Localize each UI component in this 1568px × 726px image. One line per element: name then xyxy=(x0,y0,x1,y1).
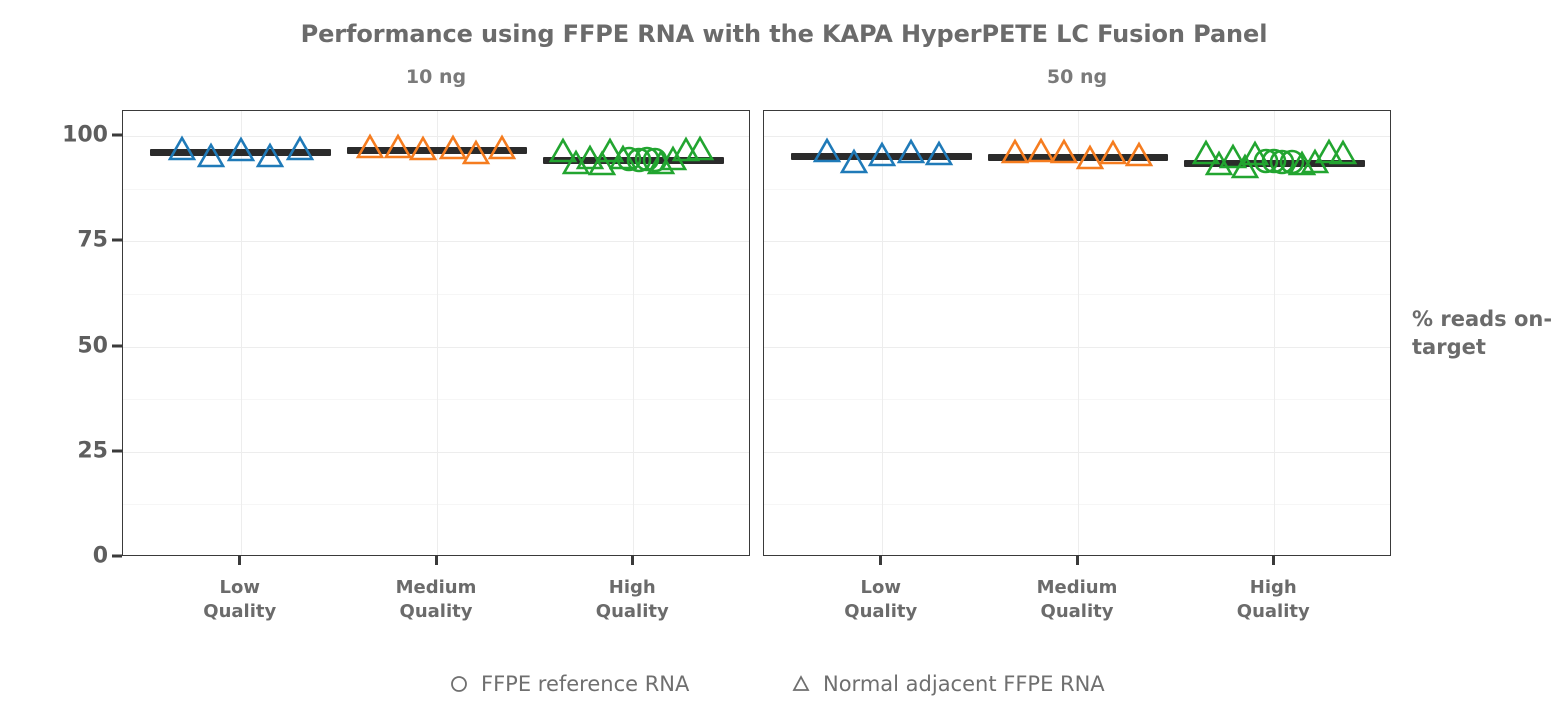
y-tick-label: 100 xyxy=(62,122,108,148)
x-tick-label-line: High xyxy=(608,577,656,598)
group-mean-crossbar xyxy=(150,148,332,156)
gridline-major xyxy=(764,241,1390,243)
x-tick-label-line: Quality xyxy=(1040,601,1114,623)
x-tick-label: Medium Quality xyxy=(997,576,1157,625)
plot-panel-50ng xyxy=(763,110,1391,556)
x-tick-label-line: Quality xyxy=(844,601,918,623)
x-tick-label-line: Medium xyxy=(1036,577,1118,598)
y-tick-mark xyxy=(112,449,122,453)
x-tick-label-line: Medium xyxy=(395,577,477,598)
group-mean-crossbar xyxy=(1183,159,1365,167)
x-tick-label: Low Quality xyxy=(160,576,320,625)
data-point-triangle xyxy=(999,136,1031,168)
gridline-major xyxy=(764,451,1390,453)
circle-icon xyxy=(448,673,470,695)
x-tick-mark xyxy=(434,556,438,565)
y-tick-mark xyxy=(112,554,122,558)
data-point-triangle xyxy=(838,146,870,178)
x-tick-mark xyxy=(238,556,242,565)
x-tick-label-line: Quality xyxy=(399,601,473,623)
y-tick-label: 25 xyxy=(77,438,108,464)
x-tick-mark xyxy=(1271,556,1275,565)
legend-label: Normal adjacent FFPE RNA xyxy=(823,672,1105,696)
y-tick-mark xyxy=(112,133,122,137)
data-point-triangle xyxy=(195,140,227,172)
data-point-triangle xyxy=(811,135,843,167)
group-mean-crossbar xyxy=(542,156,724,164)
legend-item[interactable]: FFPE reference RNA xyxy=(448,672,689,696)
y-tick-label: 75 xyxy=(77,227,108,253)
gridline-major xyxy=(123,241,749,243)
gridline-vertical xyxy=(633,111,635,555)
gridline-minor xyxy=(123,504,749,506)
y-tick-mark xyxy=(112,344,122,348)
chart-legend: FFPE reference RNA Normal adjacent FFPE R… xyxy=(0,672,1568,712)
x-tick-label: Medium Quality xyxy=(356,576,516,625)
gridline-vertical xyxy=(1078,111,1079,555)
y-tick-label: 50 xyxy=(77,333,108,359)
gridline-minor xyxy=(123,188,749,190)
x-tick-label: High Quality xyxy=(552,576,712,625)
gridline-minor xyxy=(123,294,749,296)
gridline-minor xyxy=(764,504,1390,506)
chart-title: Performance using FFPE RNA with the KAPA… xyxy=(300,20,1268,48)
x-tick-mark xyxy=(1075,556,1079,565)
legend-label: FFPE reference RNA xyxy=(481,672,690,696)
gridline-vertical xyxy=(240,111,242,555)
data-point-triangle xyxy=(1097,137,1129,169)
gridline-major xyxy=(764,346,1390,348)
y-axis-title: % reads on-target xyxy=(1412,307,1553,360)
x-tick-mark xyxy=(630,556,634,565)
x-tick-label-line: High xyxy=(1249,577,1297,598)
group-mean-crossbar xyxy=(346,147,528,155)
triangle-icon xyxy=(790,673,812,695)
x-tick-label-line: Low xyxy=(219,577,260,598)
facet-label-50ng: 50 ng xyxy=(1046,66,1108,88)
gridline-vertical xyxy=(1274,111,1276,555)
legend-item[interactable]: Normal adjacent FFPE RNA xyxy=(790,672,1105,696)
x-tick-label: Low Quality xyxy=(801,576,961,625)
gridline-minor xyxy=(764,188,1390,190)
plot-panel-10ng xyxy=(122,110,750,556)
facet-label-10ng: 10 ng xyxy=(405,66,467,88)
x-tick-label-line: Quality xyxy=(1236,601,1310,623)
data-point-triangle xyxy=(1217,141,1249,173)
y-axis: 0 25 50 75 100 xyxy=(0,110,108,569)
data-point-triangle xyxy=(1048,136,1080,168)
gridline-minor xyxy=(764,294,1390,296)
gridline-major xyxy=(123,346,749,348)
gridline-vertical xyxy=(437,111,438,555)
gridline-minor xyxy=(764,399,1390,401)
data-point-triangle xyxy=(1025,135,1057,167)
gridline-minor xyxy=(123,399,749,401)
group-mean-crossbar xyxy=(987,153,1169,161)
x-tick-label-line: Low xyxy=(860,577,901,598)
x-tick-label-line: Quality xyxy=(595,601,669,623)
x-tick-mark xyxy=(879,556,883,565)
y-tick-mark xyxy=(112,238,122,242)
x-tick-label-line: Quality xyxy=(203,601,277,623)
gridline-vertical xyxy=(881,111,883,555)
data-point-triangle xyxy=(1229,151,1261,183)
x-tick-label: High Quality xyxy=(1193,576,1353,625)
gridline-major xyxy=(123,136,749,138)
gridline-major xyxy=(764,136,1390,138)
group-mean-crossbar xyxy=(791,152,973,160)
gridline-major xyxy=(123,451,749,453)
y-tick-label: 0 xyxy=(92,543,108,569)
